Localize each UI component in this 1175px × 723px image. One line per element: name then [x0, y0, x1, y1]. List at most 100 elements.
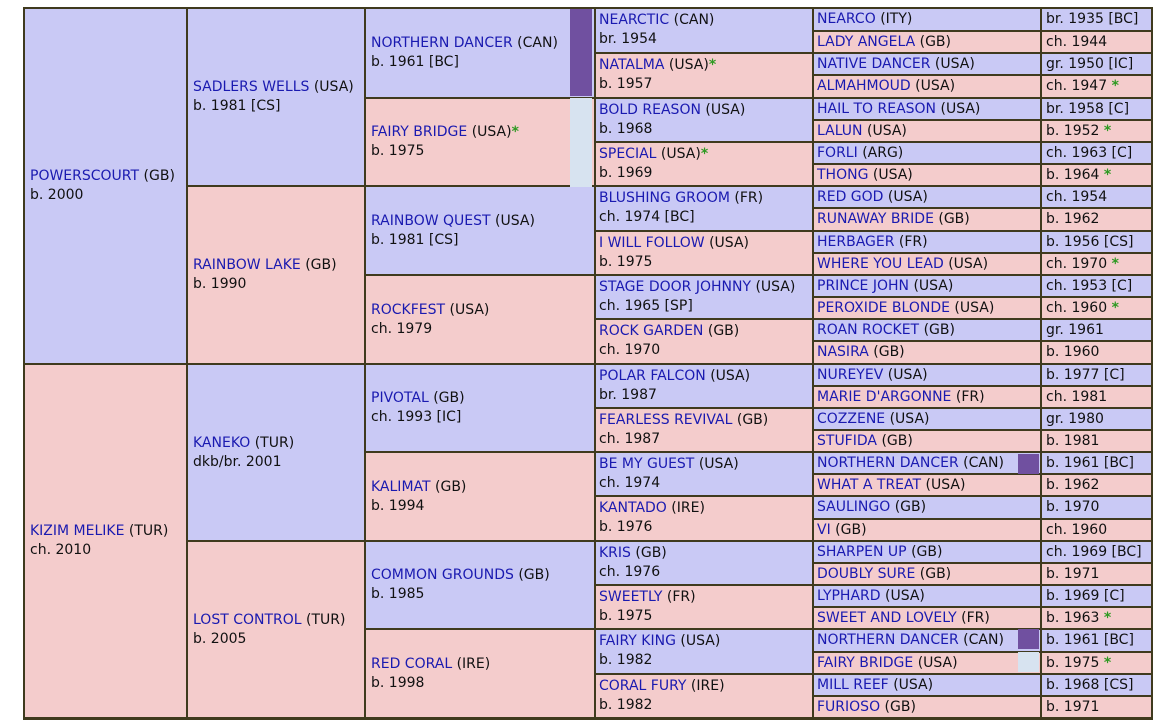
horse-birth-info: b. 1985: [371, 585, 594, 604]
horse-name-link[interactable]: CORAL FURY: [599, 678, 687, 694]
gen5-birth-info-cell: b. 1977 [C]: [1042, 365, 1151, 385]
horse-name-link[interactable]: PRINCE JOHN: [817, 278, 909, 294]
horse-name-link[interactable]: KANTADO: [599, 500, 667, 516]
horse-name-link[interactable]: LALUN: [817, 123, 863, 139]
horse-name-link[interactable]: ROCKFEST: [371, 301, 446, 318]
horse-name-link[interactable]: DOUBLY SURE: [817, 566, 916, 582]
horse-name-line: NASIRA (GB): [817, 342, 1040, 362]
horse-country: (USA): [917, 655, 958, 671]
gen5-horse-cell: ROAN ROCKET (GB): [814, 320, 1040, 340]
horse-name-link[interactable]: COMMON GROUNDS: [371, 567, 514, 583]
horse-name-link[interactable]: STUFIDA: [817, 433, 877, 449]
horse-name-link[interactable]: NORTHERN DANCER: [817, 455, 959, 471]
gen3-horse-cell: PIVOTAL (GB) ch. 1993 [IC]: [366, 365, 594, 451]
horse-name-link[interactable]: COZZENE: [817, 411, 886, 427]
horse-name-line: RED CORAL (IRE): [371, 655, 594, 674]
gen5-birth-info-cell: br. 1935 [BC]: [1042, 9, 1151, 30]
gen5-birth-info-cell: b. 1969 [C]: [1042, 586, 1151, 606]
horse-name-line: ALMAHMOUD (USA): [817, 76, 1040, 96]
horse-birth-info: b. 1969: [599, 164, 812, 183]
horse-name-link[interactable]: BLUSHING GROOM: [599, 190, 730, 206]
horse-name-link[interactable]: KRIS: [599, 545, 631, 561]
horse-birth-info: dkb/br. 2001: [193, 453, 364, 472]
gen4-horse-cell: BE MY GUEST (USA) ch. 1974: [596, 453, 812, 495]
horse-country: (GB): [938, 211, 970, 227]
horse-name-link[interactable]: FORLI: [817, 145, 858, 161]
horse-name-link[interactable]: ROCK GARDEN: [599, 323, 704, 339]
gen5-birth-info-cell: b. 1964 *: [1042, 165, 1151, 185]
horse-name-link[interactable]: BOLD REASON: [599, 102, 701, 118]
horse-name-link[interactable]: SPECIAL: [599, 146, 657, 162]
horse-name-link[interactable]: VI: [817, 522, 831, 538]
horse-name-link[interactable]: PIVOTAL: [371, 390, 429, 406]
horse-name-link[interactable]: FURIOSO: [817, 699, 881, 715]
horse-name-link[interactable]: RED CORAL: [371, 655, 453, 672]
birth-year: ch. 1944: [1046, 34, 1108, 50]
gen4-horse-cell: ROCK GARDEN (GB) ch. 1970: [596, 320, 812, 363]
horse-name-link[interactable]: NORTHERN DANCER: [371, 35, 513, 51]
birth-year: b. 1977 [C]: [1046, 367, 1125, 383]
horse-name-link[interactable]: FAIRY BRIDGE: [817, 655, 914, 671]
horse-name-link[interactable]: LADY ANGELA: [817, 34, 916, 50]
horse-name-link[interactable]: NASIRA: [817, 344, 869, 360]
horse-name-link[interactable]: LOST CONTROL: [193, 611, 302, 628]
horse-name-link[interactable]: SWEETLY: [599, 589, 663, 605]
gen5-horse-cell: HERBAGER (FR): [814, 232, 1040, 252]
horse-name-link[interactable]: NEARCO: [817, 11, 876, 27]
horse-name-link[interactable]: SHARPEN UP: [817, 544, 907, 560]
gen5-birth-info-cell: b. 1956 [CS]: [1042, 232, 1151, 252]
horse-name-link[interactable]: HERBAGER: [817, 234, 895, 250]
gen4-horse-cell: BLUSHING GROOM (FR) ch. 1974 [BC]: [596, 187, 812, 230]
gen5-horse-cell: RED GOD (USA): [814, 187, 1040, 207]
horse-name-link[interactable]: KANEKO: [193, 434, 251, 451]
horse-name-link[interactable]: MARIE D'ARGONNE: [817, 389, 952, 405]
horse-name-link[interactable]: ALMAHMOUD: [817, 78, 911, 94]
horse-name-link[interactable]: POWERSCOURT: [30, 168, 140, 184]
horse-name-link[interactable]: FAIRY KING: [599, 633, 676, 649]
horse-name-link[interactable]: WHERE YOU LEAD: [817, 256, 944, 272]
horse-country: (USA): [755, 279, 796, 295]
horse-name-link[interactable]: SADLERS WELLS: [193, 79, 310, 95]
horse-name-link[interactable]: RAINBOW QUEST: [371, 212, 491, 229]
horse-name-link[interactable]: FEARLESS REVIVAL: [599, 412, 733, 428]
horse-name-link[interactable]: HAIL TO REASON: [817, 101, 937, 117]
birth-year: ch. 1993 [IC]: [371, 409, 462, 425]
horse-name-link[interactable]: SAULINGO: [817, 499, 891, 515]
horse-name-link[interactable]: MILL REEF: [817, 677, 889, 693]
birth-year: b. 1968 [CS]: [1046, 677, 1134, 693]
horse-country: (GB): [305, 257, 337, 273]
horse-name-line: SWEETLY (FR): [599, 588, 812, 607]
horse-country: (USA): [915, 78, 956, 94]
gen5-horse-cell: THONG (USA): [814, 165, 1040, 185]
horse-name-link[interactable]: KIZIM MELIKE: [30, 523, 125, 539]
horse-name-link[interactable]: KALIMAT: [371, 478, 431, 495]
horse-name-link[interactable]: NATALMA: [599, 57, 665, 73]
horse-name-link[interactable]: ROAN ROCKET: [817, 322, 920, 338]
horse-name-link[interactable]: RUNAWAY BRIDE: [817, 211, 934, 227]
horse-name-link[interactable]: NATIVE DANCER: [817, 56, 931, 72]
horse-name-link[interactable]: NEARCTIC: [599, 12, 670, 28]
horse-name-link[interactable]: I WILL FOLLOW: [599, 235, 705, 251]
horse-birth-info: ch. 1987: [599, 430, 812, 449]
horse-name-line: HERBAGER (FR): [817, 232, 1040, 252]
gen3-horse-cell: ROCKFEST (USA) ch. 1979: [366, 276, 594, 363]
horse-name-link[interactable]: RAINBOW LAKE: [193, 257, 301, 273]
horse-country: (GB): [736, 412, 769, 428]
horse-name-link[interactable]: PEROXIDE BLONDE: [817, 300, 950, 316]
horse-name-link[interactable]: STAGE DOOR JOHNNY: [599, 279, 751, 295]
horse-name-link[interactable]: RED GOD: [817, 189, 884, 205]
horse-name-link[interactable]: FAIRY BRIDGE: [371, 124, 468, 140]
horse-name-link[interactable]: LYPHARD: [817, 588, 881, 604]
horse-name-link[interactable]: SWEET AND LOVELY: [817, 610, 957, 626]
horse-name-link[interactable]: POLAR FALCON: [599, 368, 706, 384]
horse-name-link[interactable]: NORTHERN DANCER: [817, 632, 959, 648]
horse-name-link[interactable]: WHAT A TREAT: [817, 477, 922, 493]
horse-name-link[interactable]: BE MY GUEST: [599, 456, 695, 472]
horse-name-link[interactable]: NUREYEV: [817, 367, 884, 383]
horse-name-link[interactable]: THONG: [817, 167, 869, 183]
horse-name-line: POLAR FALCON (USA): [599, 367, 812, 386]
horse-birth-info: ch. 1993 [IC]: [371, 408, 594, 427]
horse-name-line: WHERE YOU LEAD (USA): [817, 254, 1040, 274]
horse-name-line: RED GOD (USA): [817, 187, 1040, 207]
horse-country: (IRE): [690, 678, 725, 694]
